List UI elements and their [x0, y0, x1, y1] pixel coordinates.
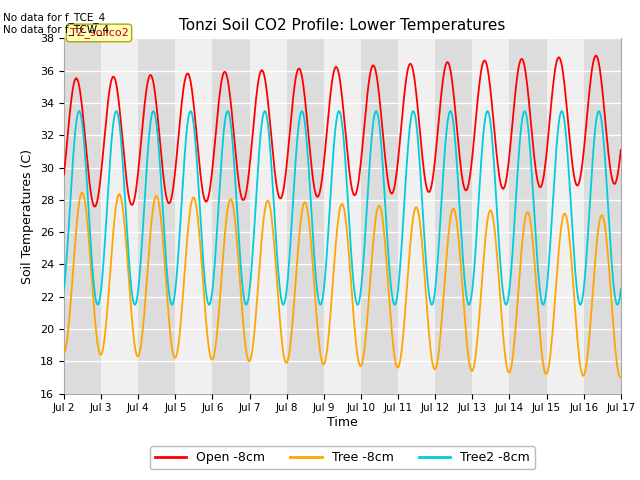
Bar: [361, 38, 398, 394]
Bar: [435, 38, 472, 394]
Bar: [584, 38, 621, 394]
Bar: [138, 38, 175, 394]
Legend: Open -8cm, Tree -8cm, Tree2 -8cm: Open -8cm, Tree -8cm, Tree2 -8cm: [150, 446, 534, 469]
Text: No data for f_TCE_4
No data for f_TCW_4: No data for f_TCE_4 No data for f_TCW_4: [3, 12, 109, 36]
Text: TZ_soilco2: TZ_soilco2: [70, 27, 128, 38]
X-axis label: Time: Time: [327, 416, 358, 429]
Bar: [212, 38, 250, 394]
Bar: [64, 38, 101, 394]
Title: Tonzi Soil CO2 Profile: Lower Temperatures: Tonzi Soil CO2 Profile: Lower Temperatur…: [179, 18, 506, 33]
Bar: [509, 38, 547, 394]
Y-axis label: Soil Temperatures (C): Soil Temperatures (C): [22, 148, 35, 284]
Bar: [287, 38, 324, 394]
